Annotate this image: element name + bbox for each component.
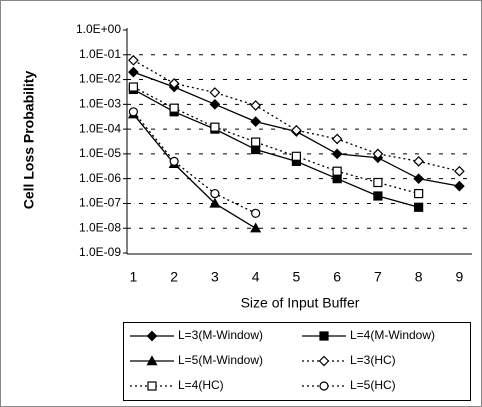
x-tick-label: 5 [293,269,301,285]
legend-entry: L=4(HC) [130,378,224,392]
marker [128,66,139,78]
marker [209,87,221,98]
legend [123,322,471,401]
series-line [133,88,419,208]
legend-label: L=4(HC) [178,378,224,392]
series-line [133,59,460,172]
y-tick-label: 1.0E+00 [76,22,121,36]
marker [373,177,383,188]
marker [454,165,465,177]
marker [319,381,329,391]
marker [128,54,139,66]
x-tick-label: 1 [130,269,138,285]
marker [291,124,302,136]
marker [373,191,383,201]
y-tick-label: 1.0E-08 [79,220,121,234]
marker [319,331,329,341]
marker [146,355,158,366]
legend-label: L=5(M-Window) [178,353,263,367]
marker [168,78,180,89]
marker [331,133,343,145]
marker [210,122,220,132]
x-tick-label: 3 [211,269,219,285]
legend-label: L=3(HC) [350,353,396,367]
y-tick-label: 1.0E-09 [79,245,121,259]
marker [209,98,221,110]
series-line [132,113,256,229]
marker [251,144,261,155]
y-tick-label: 1.0E-06 [79,171,121,185]
series-line [133,86,419,195]
y-axis-title: Cell Loss Probability [21,71,37,210]
y-tick-label: 1.0E-07 [79,196,121,210]
x-tick-label: 2 [170,269,178,285]
marker [169,103,179,113]
legend-label: L=4(M-Window) [350,328,435,342]
y-tick-label: 1.0E-03 [79,97,121,111]
x-tick-label: 4 [252,269,260,285]
marker [454,180,465,192]
marker [169,156,179,166]
x-tick-label: 6 [333,269,341,285]
marker [250,222,262,233]
legend-entry: L=5(M-Window) [130,353,263,367]
y-tick-label: 1.0E-02 [79,72,121,86]
marker [332,174,342,184]
x-tick-label: 8 [415,269,423,285]
legend-label: L=5(HC) [350,378,396,392]
marker [414,188,424,199]
marker [147,381,157,391]
marker [413,155,424,167]
marker [250,116,261,128]
marker [128,107,138,117]
marker [318,355,330,367]
y-tick-label: 1.0E-05 [79,146,121,160]
legend-entry: L=5(HC) [302,378,396,392]
marker [210,188,220,199]
marker [209,197,221,208]
y-tick-label: 1.0E-01 [79,47,121,61]
marker [414,202,424,212]
legend-entry: L=3(M-Window) [130,328,263,342]
x-tick-label: 7 [374,269,382,285]
marker [128,82,138,92]
marker [250,100,261,111]
marker [413,173,424,185]
marker [251,208,261,218]
marker [291,151,301,161]
marker [372,148,384,160]
marker [251,137,261,147]
marker [146,330,158,342]
legend-entry: L=3(HC) [302,353,396,367]
y-tick-label: 1.0E-04 [79,121,121,135]
x-axis-title: Size of Input Buffer [241,295,360,311]
marker [332,166,342,176]
marker [331,148,343,160]
legend-label: L=3(M-Window) [178,328,263,342]
legend-entry: L=4(M-Window) [302,328,435,342]
x-tick-label: 9 [456,269,464,285]
series-line [132,111,256,214]
